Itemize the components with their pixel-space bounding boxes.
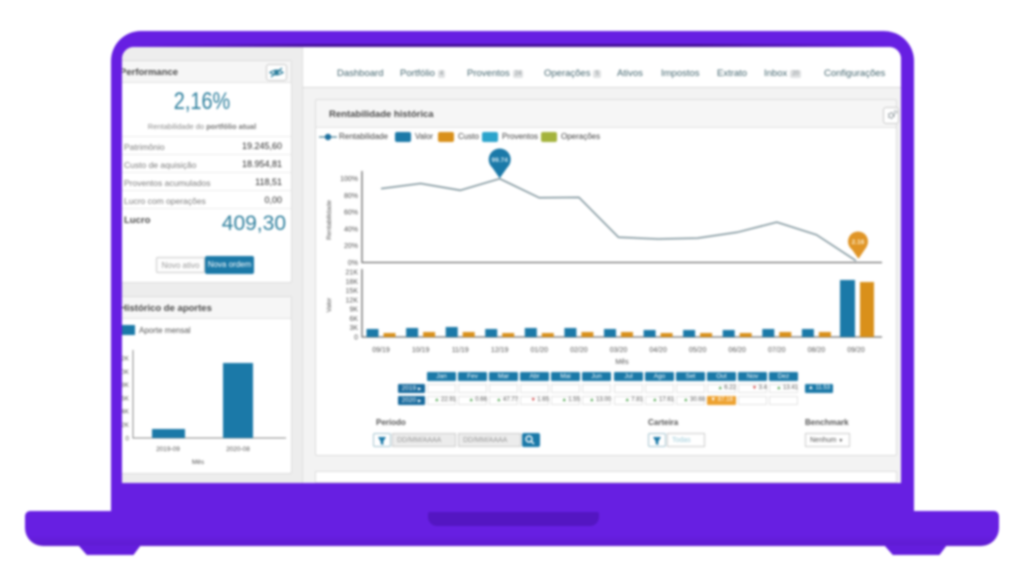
svg-text:99.74: 99.74 xyxy=(492,157,509,164)
svg-text:01/20: 01/20 xyxy=(531,347,549,354)
svg-text:9K: 9K xyxy=(349,307,358,314)
svg-text:05/20: 05/20 xyxy=(689,347,707,354)
svg-text:09/20: 09/20 xyxy=(847,347,865,354)
svg-text:08/20: 08/20 xyxy=(808,347,826,354)
svg-text:Mês: Mês xyxy=(192,459,205,466)
svg-text:0: 0 xyxy=(125,435,129,442)
svg-text:3K: 3K xyxy=(349,325,358,332)
svg-text:8K: 8K xyxy=(122,382,130,389)
svg-text:12K: 12K xyxy=(346,297,359,304)
svg-text:60%: 60% xyxy=(344,210,358,217)
svg-text:03/20: 03/20 xyxy=(610,347,628,354)
svg-text:20%: 20% xyxy=(344,243,358,250)
svg-text:100%: 100% xyxy=(340,176,358,183)
svg-text:2020-08: 2020-08 xyxy=(226,446,250,453)
svg-text:07/20: 07/20 xyxy=(768,347,786,354)
svg-text:09/19: 09/19 xyxy=(372,347,390,354)
svg-text:2.16: 2.16 xyxy=(852,239,865,246)
svg-text:15K: 15K xyxy=(346,288,359,295)
svg-text:0%: 0% xyxy=(348,260,358,267)
svg-text:10/19: 10/19 xyxy=(412,347,430,354)
svg-text:40%: 40% xyxy=(344,226,358,233)
svg-text:02/20: 02/20 xyxy=(570,347,588,354)
svg-text:12/19: 12/19 xyxy=(491,347,509,354)
svg-text:18K: 18K xyxy=(346,279,359,286)
svg-text:10K: 10K xyxy=(122,369,130,376)
svg-text:80%: 80% xyxy=(344,193,358,200)
svg-text:21K: 21K xyxy=(346,270,359,277)
svg-text:Valor: Valor xyxy=(326,297,333,313)
svg-text:12K: 12K xyxy=(122,356,130,363)
svg-text:2K: 2K xyxy=(122,422,130,429)
svg-text:Rentabilidade: Rentabilidade xyxy=(326,200,333,240)
svg-text:2019-09: 2019-09 xyxy=(156,446,180,453)
svg-text:4K: 4K xyxy=(122,409,130,416)
svg-text:11/19: 11/19 xyxy=(452,347,469,354)
svg-text:6K: 6K xyxy=(349,316,358,323)
svg-text:0: 0 xyxy=(354,335,358,342)
svg-text:6K: 6K xyxy=(122,395,130,402)
svg-text:Mês: Mês xyxy=(615,359,629,366)
svg-text:06/20: 06/20 xyxy=(728,347,746,354)
svg-text:04/20: 04/20 xyxy=(649,347,667,354)
